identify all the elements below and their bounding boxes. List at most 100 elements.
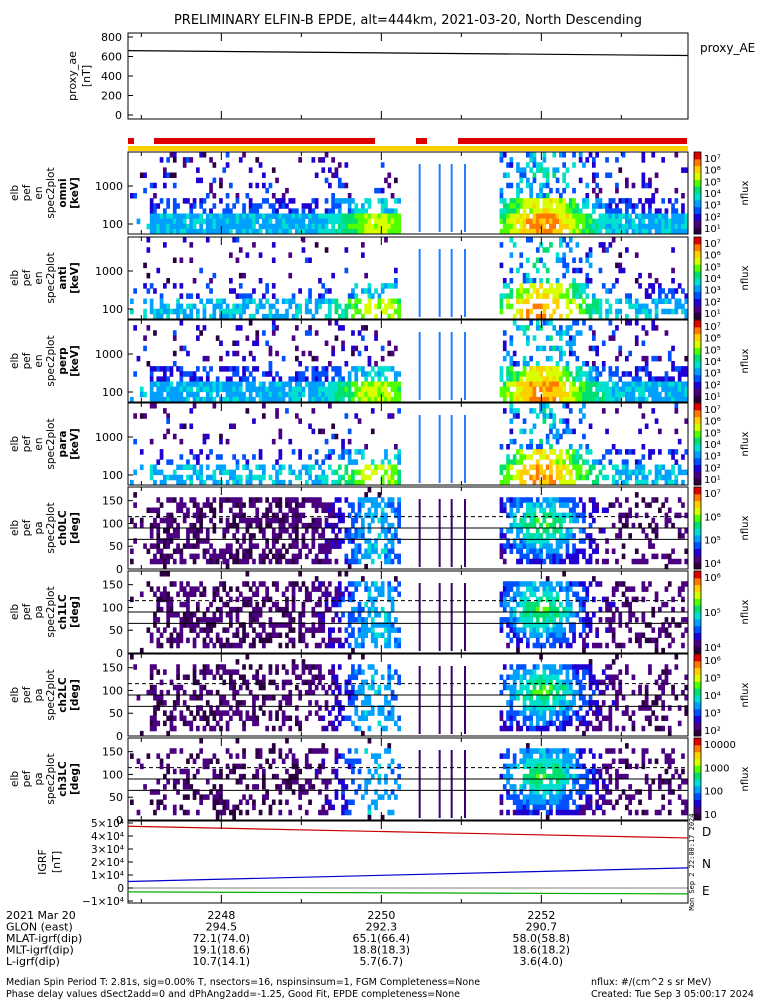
- spectrogram-cell: [189, 612, 194, 618]
- spectrogram-cell: [667, 622, 672, 628]
- spectrogram-cell: [166, 428, 170, 435]
- spectrogram-cell: [370, 376, 375, 382]
- spectrogram-cell: [291, 538, 296, 544]
- spectrogram-cell: [588, 366, 593, 372]
- spectrogram-cell: [288, 396, 293, 402]
- spectrogram-cell: [298, 571, 302, 577]
- colorbar-tick-label: 10⁷: [704, 322, 721, 333]
- spectrogram-cell: [502, 617, 507, 623]
- spectrogram-cell: [252, 376, 256, 382]
- spectrogram-cell: [262, 213, 266, 220]
- spectrogram-cell: [202, 627, 207, 633]
- spectrogram-cell: [598, 459, 603, 465]
- spectrogram-cell: [248, 313, 253, 319]
- spectrogram-cell: [149, 218, 154, 225]
- spectrogram-cell: [552, 167, 557, 173]
- spectrogram-cell: [258, 391, 263, 398]
- spectrogram-cell: [582, 528, 586, 534]
- spectrogram-cell: [539, 553, 543, 560]
- spectrogram-cell: [532, 533, 537, 539]
- spectrogram-cell: [321, 469, 326, 476]
- spectrogram-cell: [242, 454, 246, 460]
- spectrogram-cell: [654, 228, 659, 234]
- spectrogram-cell: [559, 198, 563, 204]
- spectrogram-cell: [397, 642, 401, 649]
- spectrogram-cell: [641, 479, 646, 485]
- spectrogram-cell: [506, 208, 510, 214]
- spectrogram-cell: [519, 538, 524, 544]
- spectrogram-cell: [667, 474, 672, 481]
- spectrogram-cell: [278, 464, 283, 471]
- spectrogram-cell: [565, 502, 570, 508]
- spectrogram-cell: [196, 391, 200, 398]
- spectrogram-cell: [516, 193, 520, 199]
- spectrogram-cell: [585, 213, 590, 220]
- spectrogram-cell: [634, 308, 639, 315]
- spectrogram-cell: [535, 167, 540, 173]
- spectrogram-cell: [166, 601, 170, 608]
- spectrogram-cell: [545, 548, 550, 555]
- spectrogram-cell: [324, 591, 329, 598]
- spectrogram-cell: [394, 507, 398, 514]
- spectrogram-cell: [225, 528, 230, 534]
- spectrogram-cell: [149, 366, 154, 372]
- spectrogram-cell: [499, 208, 504, 214]
- spectrogram-cell: [172, 283, 177, 289]
- spectrogram-cell: [671, 596, 675, 603]
- spectrogram-cell: [328, 507, 332, 514]
- spectrogram-cell: [321, 622, 326, 628]
- spectrogram-cell: [549, 198, 553, 204]
- spectrogram-cell: [532, 553, 537, 560]
- spectrogram-cell: [245, 396, 250, 402]
- spectrogram-cell: [324, 247, 329, 253]
- spectrogram-cell: [578, 208, 583, 214]
- spectrogram-cell: [625, 622, 629, 628]
- spectrogram-cell: [334, 320, 339, 326]
- spectrogram-cell: [526, 386, 530, 393]
- spectrogram-cell: [374, 187, 378, 194]
- spectrogram-cell: [601, 242, 606, 248]
- spectrogram-cell: [156, 512, 161, 519]
- spectrogram-cell: [205, 433, 210, 440]
- spectrogram-cell: [532, 622, 537, 628]
- spectrogram-cell: [268, 182, 273, 189]
- spectrogram-cell: [578, 330, 583, 336]
- spectrogram-cell: [281, 512, 286, 519]
- spectrogram-cell: [512, 242, 517, 248]
- spectrogram-cell: [651, 152, 656, 158]
- spectrogram-cell: [271, 386, 276, 393]
- spectrogram-cell: [575, 474, 580, 481]
- spectrogram-cell: [215, 637, 220, 644]
- spectrogram-cell: [252, 366, 256, 372]
- spectrogram-cell: [163, 528, 167, 534]
- spectrogram-cell: [347, 502, 352, 508]
- spectrogram-cell: [176, 533, 180, 539]
- spectrogram-cell: [189, 617, 194, 623]
- spectrogram-cell: [301, 237, 306, 243]
- spectrogram-cell: [631, 203, 636, 209]
- spectrogram-cell: [568, 396, 573, 402]
- spectrogram-cell: [529, 308, 533, 315]
- spectrogram-cell: [212, 622, 217, 628]
- spectrogram-cell: [565, 396, 570, 402]
- spectrogram-cell: [390, 601, 395, 608]
- spectrogram-cell: [361, 637, 365, 644]
- spectrogram-cell: [651, 612, 656, 618]
- spectrogram-cell: [189, 376, 194, 382]
- spectrogram-cell: [684, 381, 688, 388]
- spectrogram-cell: [578, 396, 583, 402]
- spectrogram-cell: [149, 391, 154, 398]
- spectrogram-cell: [384, 517, 388, 524]
- spectrogram-cell: [555, 278, 560, 284]
- spectrogram-cell: [532, 381, 537, 388]
- spectrogram-cell: [245, 632, 250, 639]
- spectrogram-cell: [549, 632, 553, 639]
- spectrogram-cell: [265, 391, 269, 398]
- spectrogram-cell: [519, 548, 524, 555]
- spectrogram-cell: [387, 553, 392, 560]
- spectrogram-cell: [529, 586, 533, 592]
- spectrogram-cell: [242, 622, 246, 628]
- spectrogram-cell: [625, 223, 629, 230]
- spectrogram-cell: [516, 647, 520, 653]
- spectrogram-cell: [192, 213, 197, 220]
